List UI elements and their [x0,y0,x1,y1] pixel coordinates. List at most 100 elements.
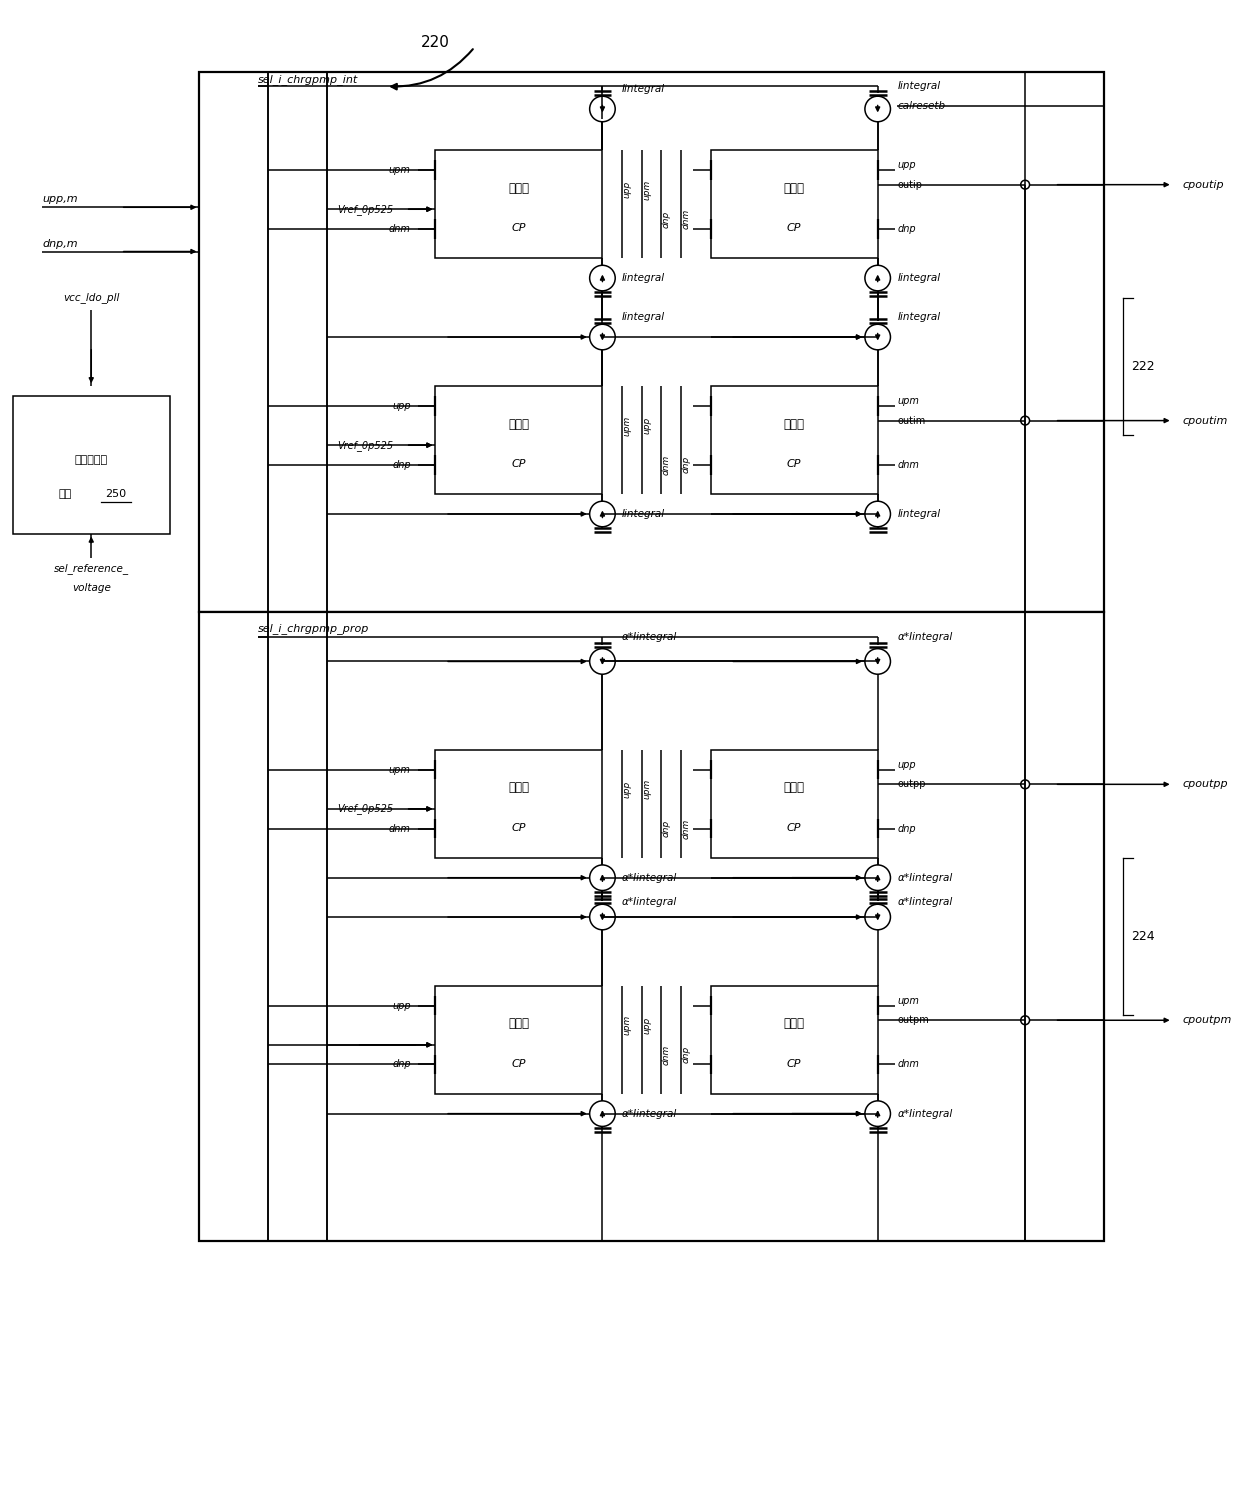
Text: 250: 250 [105,489,126,499]
Text: CP: CP [787,822,801,833]
Text: dnp: dnp [682,1046,691,1064]
Text: 主积分: 主积分 [784,781,805,794]
Text: α*Iintegral: α*Iintegral [898,632,952,642]
Text: CP: CP [787,1059,801,1068]
Text: upp: upp [392,1000,410,1010]
Text: CP: CP [512,1059,526,1068]
Text: dnp: dnp [392,460,410,469]
Bar [711,749,878,858]
Text: voltage: voltage [72,583,110,593]
Text: dnm: dnm [898,1059,919,1070]
Text: Iintegral: Iintegral [622,85,665,94]
Text: Iintegral: Iintegral [898,273,940,283]
Text: 主积分: 主积分 [784,182,805,195]
Text: dnm: dnm [682,818,691,839]
Text: upp: upp [622,180,631,198]
Bar [711,986,878,1094]
Text: CP: CP [512,459,526,469]
Text: 主积分: 主积分 [784,417,805,431]
Text: 主积分: 主积分 [784,1018,805,1030]
Text: dnm: dnm [389,224,410,234]
Text: 主积分: 主积分 [508,1018,529,1030]
Text: 参考电压发: 参考电压发 [74,454,108,465]
Text: Iintegral: Iintegral [622,510,665,519]
Text: outpp: outpp [898,779,926,790]
Text: dnp: dnp [662,820,671,837]
Text: Vref_0p525: Vref_0p525 [337,204,393,215]
Text: CP: CP [512,224,526,232]
Text: upm: upm [389,165,410,174]
Text: upp: upp [392,401,410,411]
Bar [711,386,878,495]
Text: 220: 220 [420,34,450,49]
Text: dnm: dnm [389,824,410,833]
Text: upm: upm [642,179,651,200]
Text: α*Iintegral: α*Iintegral [622,897,677,907]
Text: Iintegral: Iintegral [898,82,940,91]
Text: cpoutpm: cpoutpm [1183,1015,1231,1025]
Text: CP: CP [787,459,801,469]
Text: upm: upm [622,1015,631,1036]
Text: dnp: dnp [898,824,916,833]
Bar [435,386,603,495]
Text: sel_i_chrgpmp_int: sel_i_chrgpmp_int [258,74,358,85]
Text: Vref_0p525: Vref_0p525 [337,440,393,450]
Text: Iintegral: Iintegral [898,313,940,322]
Text: outip: outip [898,180,923,189]
Text: α*Iintegral: α*Iintegral [898,897,952,907]
Bar [200,72,1104,612]
Text: upm: upm [898,995,919,1006]
Text: dnm: dnm [898,460,919,469]
Text: sel_i_chrgpmp_prop: sel_i_chrgpmp_prop [258,623,370,635]
Text: outpm: outpm [898,1015,929,1025]
Text: α*Iintegral: α*Iintegral [622,1109,677,1119]
Text: upm: upm [642,779,651,799]
Text: upm: upm [622,416,631,435]
Text: upp: upp [622,781,631,797]
Text: dnp: dnp [392,1059,410,1070]
Text: Iintegral: Iintegral [898,510,940,519]
Text: upp: upp [898,159,916,170]
Text: upm: upm [389,764,410,775]
Text: α*Iintegral: α*Iintegral [898,873,952,882]
Text: 主积分: 主积分 [508,182,529,195]
Text: CP: CP [512,822,526,833]
Text: cpoutim: cpoutim [1183,416,1228,426]
Bar [435,150,603,258]
Bar [435,749,603,858]
Text: 主积分: 主积分 [508,417,529,431]
Text: dnm: dnm [682,209,691,229]
Text: α*Iintegral: α*Iintegral [622,873,677,882]
Text: α*Iintegral: α*Iintegral [622,632,677,642]
Bar [435,986,603,1094]
Text: sel_reference_: sel_reference_ [53,563,129,574]
Text: dnp: dnp [898,224,916,234]
Text: dnm: dnm [662,1044,671,1065]
Text: cpoutpp: cpoutpp [1183,779,1228,790]
Bar [200,612,1104,1241]
Text: dnp,m: dnp,m [42,238,78,249]
Text: Vref_0p525: Vref_0p525 [337,803,393,815]
Text: cpoutip: cpoutip [1183,180,1224,189]
Text: 生器: 生器 [58,489,72,499]
Text: upp: upp [642,417,651,434]
Text: upp: upp [642,1016,651,1034]
Text: dnp: dnp [682,456,691,474]
Text: upm: upm [898,396,919,405]
Text: dnp: dnp [662,210,671,228]
Text: Iintegral: Iintegral [622,273,665,283]
Text: CP: CP [787,224,801,232]
Text: 224: 224 [1131,930,1154,943]
Text: upp,m: upp,m [42,194,78,204]
Text: 222: 222 [1131,361,1154,372]
Text: vcc_ldo_pll: vcc_ldo_pll [63,292,119,302]
Text: α*Iintegral: α*Iintegral [898,1109,952,1119]
Text: dnm: dnm [662,454,671,475]
Text: Iintegral: Iintegral [622,313,665,322]
Text: upp: upp [898,760,916,770]
Text: outim: outim [898,416,925,426]
Bar [711,150,878,258]
Bar [12,396,170,533]
Text: calresetb: calresetb [898,101,945,112]
Text: 主积分: 主积分 [508,781,529,794]
